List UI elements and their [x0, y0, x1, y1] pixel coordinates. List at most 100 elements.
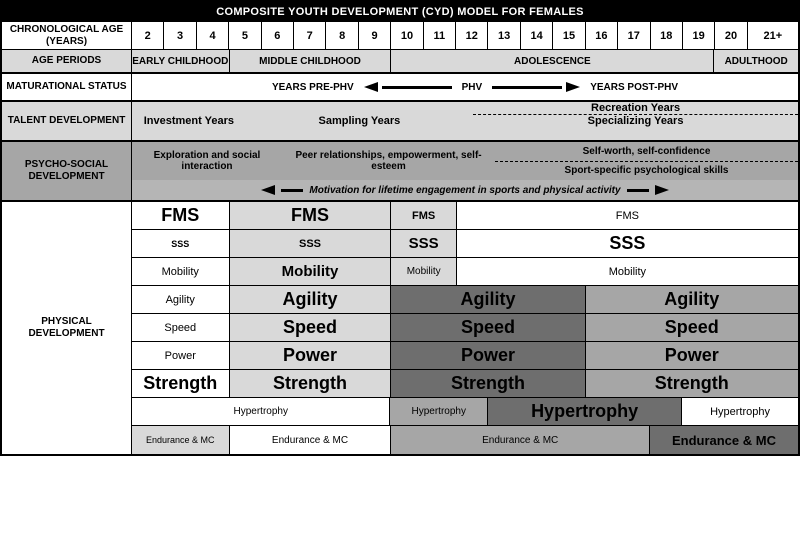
phys-power-3: Power [586, 342, 798, 369]
phys-emc-3: Endurance & MC [650, 426, 798, 454]
cyd-model-table: COMPOSITE YOUTH DEVELOPMENT (CYD) MODEL … [0, 0, 800, 456]
phys-sss-3: SSS [457, 230, 798, 257]
phys-mobility-2: Mobility [391, 258, 456, 285]
phys-row-fms: FMSFMSFMSFMS [132, 202, 798, 230]
phys-fms-2: FMS [391, 202, 456, 229]
age-11: 11 [424, 22, 456, 49]
talent-split: Recreation Years Specializing Years [473, 102, 798, 140]
phys-agility-3: Agility [586, 286, 798, 313]
phv: PHV [456, 82, 489, 93]
age-17: 17 [618, 22, 650, 49]
label-maturation: MATURATIONAL STATUS [2, 74, 132, 100]
phys-power-2: Power [391, 342, 585, 369]
row-periods: AGE PERIODS EARLY CHILDHOOD MIDDLE CHILD… [2, 50, 798, 74]
row-physical: PHYSICAL DEVELOPMENT FMSFMSFMSFMSSSSSSSS… [2, 202, 798, 454]
age-14: 14 [521, 22, 553, 49]
psycho-motivation: Motivation for lifetime engagement in sp… [309, 185, 620, 196]
periods-cells: EARLY CHILDHOOD MIDDLE CHILDHOOD ADOLESC… [132, 50, 798, 72]
phys-strength-3: Strength [586, 370, 798, 397]
phys-power-1: Power [230, 342, 392, 369]
phys-mobility-0: Mobility [132, 258, 230, 285]
maturation-content: YEARS PRE-PHV PHV YEARS POST-PHV [132, 74, 798, 100]
phys-agility-2: Agility [391, 286, 585, 313]
age-13: 13 [488, 22, 520, 49]
age-10: 10 [391, 22, 423, 49]
age-19: 19 [683, 22, 715, 49]
age-6: 6 [262, 22, 294, 49]
phys-row-sss: SSSSSSSSSSSS [132, 230, 798, 258]
title-bar: COMPOSITE YOUTH DEVELOPMENT (CYD) MODEL … [2, 2, 798, 22]
label-age: CHRONOLOGICAL AGE (YEARS) [2, 22, 132, 49]
label-periods: AGE PERIODS [2, 50, 132, 72]
phys-speed-3: Speed [586, 314, 798, 341]
psycho-motivation-row: Motivation for lifetime engagement in sp… [132, 180, 798, 200]
phys-agility-0: Agility [132, 286, 230, 313]
age-15: 15 [553, 22, 585, 49]
phys-emc-1: Endurance & MC [230, 426, 392, 454]
period-middle: MIDDLE CHILDHOOD [230, 50, 392, 72]
bar-left [382, 86, 452, 89]
phys-row-strength: StrengthStrengthStrengthStrength [132, 370, 798, 398]
arrow-left-icon [261, 185, 275, 195]
talent-invest: Investment Years [132, 102, 246, 140]
psycho-selfworth: Self-worth, self-confidence [495, 142, 798, 161]
period-early: EARLY CHILDHOOD [132, 50, 230, 72]
psycho-peer: Peer relationships, empowerment, self-es… [282, 142, 495, 180]
phys-fms-3: FMS [457, 202, 798, 229]
physical-grid: FMSFMSFMSFMSSSSSSSSSSSSSMobilityMobility… [132, 202, 798, 454]
arrow-right-icon [566, 82, 580, 92]
age-3: 3 [164, 22, 196, 49]
phys-speed-2: Speed [391, 314, 585, 341]
phys-sss-2: SSS [391, 230, 456, 257]
age-7: 7 [294, 22, 326, 49]
phys-row-emc: Endurance & MCEndurance & MCEndurance & … [132, 426, 798, 454]
row-maturation: MATURATIONAL STATUS YEARS PRE-PHV PHV YE… [2, 74, 798, 102]
phys-hyper-1: Hypertrophy [390, 398, 488, 425]
phys-speed-0: Speed [132, 314, 230, 341]
label-psycho: PSYCHO-SOCIAL DEVELOPMENT [2, 142, 132, 200]
row-ages: CHRONOLOGICAL AGE (YEARS) 23456789101112… [2, 22, 798, 50]
phys-mobility-1: Mobility [230, 258, 392, 285]
age-8: 8 [326, 22, 358, 49]
arrow-left-icon [364, 82, 378, 92]
psycho-sport: Sport-specific psychological skills [495, 161, 798, 181]
phys-row-speed: SpeedSpeedSpeedSpeed [132, 314, 798, 342]
age-20: 20 [715, 22, 747, 49]
talent-recreation: Recreation Years [473, 102, 798, 114]
phys-speed-1: Speed [230, 314, 392, 341]
label-talent: TALENT DEVELOPMENT [2, 102, 132, 140]
phys-row-power: PowerPowerPowerPower [132, 342, 798, 370]
age-18: 18 [651, 22, 683, 49]
period-adolescence: ADOLESCENCE [391, 50, 714, 72]
label-physical: PHYSICAL DEVELOPMENT [2, 202, 132, 454]
age-9: 9 [359, 22, 391, 49]
ages-cells: 23456789101112131415161718192021+ [132, 22, 798, 49]
phys-sss-0: SSS [132, 230, 230, 257]
phys-strength-2: Strength [391, 370, 585, 397]
phys-row-agility: AgilityAgilityAgilityAgility [132, 286, 798, 314]
psycho-content: Exploration and social interaction Peer … [132, 142, 798, 200]
phys-strength-0: Strength [132, 370, 230, 397]
period-adult: ADULTHOOD [714, 50, 798, 72]
age-5: 5 [229, 22, 261, 49]
phys-row-hyper: HypertrophyHypertrophyHypertrophyHypertr… [132, 398, 798, 426]
talent-specializing: Specializing Years [473, 114, 798, 127]
phys-power-0: Power [132, 342, 230, 369]
age-16: 16 [586, 22, 618, 49]
phys-hyper-0: Hypertrophy [132, 398, 390, 425]
arrow-right-icon [655, 185, 669, 195]
phys-fms-0: FMS [132, 202, 230, 229]
age-12: 12 [456, 22, 488, 49]
pre-phv: YEARS PRE-PHV [132, 82, 360, 93]
post-phv: YEARS POST-PHV [584, 82, 798, 93]
bar-right [492, 86, 562, 89]
phys-emc-2: Endurance & MC [391, 426, 649, 454]
age-21+: 21+ [748, 22, 798, 49]
talent-content: Investment Years Sampling Years Recreati… [132, 102, 798, 140]
phys-sss-1: SSS [230, 230, 392, 257]
row-talent: TALENT DEVELOPMENT Investment Years Samp… [2, 102, 798, 142]
phys-fms-1: FMS [230, 202, 392, 229]
phys-agility-1: Agility [230, 286, 392, 313]
phys-emc-0: Endurance & MC [132, 426, 230, 454]
phys-mobility-3: Mobility [457, 258, 798, 285]
